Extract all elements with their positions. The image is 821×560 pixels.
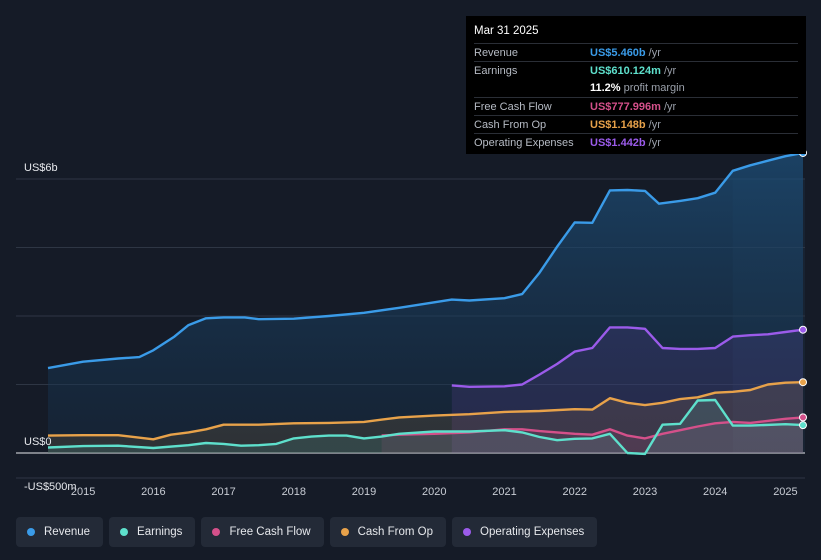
legend-label: Revenue (44, 526, 91, 538)
legend-item-cash-from-op[interactable]: Cash From Op (329, 517, 447, 547)
series-end-markers (799, 148, 807, 430)
tooltip-row: Earnings US$610.124m/yr (474, 61, 798, 79)
x-tick-label: 2022 (563, 486, 587, 498)
legend-label: Free Cash Flow (229, 526, 311, 538)
x-tick-label: 2021 (492, 486, 516, 498)
tooltip-row-unit: /yr (648, 137, 661, 150)
legend-dot-icon (27, 528, 35, 536)
free-cash-flow-end-marker (799, 413, 807, 422)
legend-item-operating-expenses[interactable]: Operating Expenses (452, 517, 598, 547)
legend-dot-icon (340, 528, 349, 536)
tooltip-row-value: US$5.460b (590, 46, 646, 59)
tooltip-rows: Revenue US$5.460b/yr Earnings US$610.124m/y… (474, 43, 798, 152)
tooltip-row-value: US$777.996m (590, 100, 661, 113)
x-axis-labels: 2015 2016 2017 2018 2019 2020 2021 2022 2023 2024… (71, 486, 798, 498)
x-tick-label: 2018 (282, 486, 306, 498)
legend-dot-icon (120, 528, 129, 536)
revenue-line (47, 151, 804, 370)
x-tick-label: 2025 (773, 486, 797, 498)
tooltip-row-label: Earnings (474, 64, 518, 77)
legend: Revenue Earnings Free Cash Flow Cash From O… (16, 517, 598, 547)
tooltip-row-unit: /yr (648, 46, 661, 59)
legend-label: Earnings (137, 526, 183, 538)
tooltip-row-value: 11.2% (590, 82, 621, 95)
legend-label: Operating Expenses (480, 526, 585, 538)
legend-label: Cash From Op (357, 526, 434, 538)
x-tick-label: 2019 (352, 486, 376, 498)
legend-item-revenue[interactable]: Revenue (16, 517, 104, 547)
tooltip-row-value: US$1.148b (590, 118, 646, 131)
cash-from-op-line (47, 381, 804, 441)
x-tick-label: 2017 (211, 486, 235, 498)
tooltip-row: Free Cash Flow US$777.996m/yr (474, 96, 798, 115)
y-tick-label: US$6b (24, 162, 58, 174)
tooltip-row-unit: /yr (663, 64, 677, 77)
x-tick-label: 2023 (633, 486, 657, 498)
operating-expenses-area (451, 327, 803, 453)
tooltip-date: Mar 31 2025 (474, 25, 539, 37)
tooltip-row: Cash From Op US$1.148b/yr (474, 115, 798, 133)
legend-dot-icon (212, 528, 221, 536)
x-tick-label: 2024 (703, 486, 727, 498)
tooltip-row-unit: profit margin (623, 82, 685, 95)
y-tick-label: -US$500m (24, 481, 77, 493)
earnings-end-marker (799, 421, 807, 430)
tooltip-row-unit: /yr (648, 118, 661, 131)
tooltip-row-value: US$1.442b (590, 137, 646, 150)
operating-expenses-end-marker (799, 325, 807, 334)
x-tick-label: 2015 (71, 486, 95, 498)
tooltip-panel: Mar 31 2025 Revenue US$5.460b/yr Earnings U… (466, 16, 806, 154)
tooltip-row: 11.2% profit margin (474, 80, 798, 97)
tooltip-row: Revenue US$5.460b/yr (474, 43, 798, 61)
earnings-area (48, 400, 803, 454)
tooltip-row-label: Operating Expenses (474, 137, 574, 150)
operating-expenses-line (451, 326, 804, 388)
tooltip-row-label: Free Cash Flow (474, 100, 552, 113)
x-tick-label: 2020 (422, 486, 446, 498)
x-tick-label: 2016 (141, 486, 165, 498)
tooltip-row-label: Revenue (474, 46, 519, 59)
tooltip-row-label: Cash From Op (474, 118, 547, 131)
tooltip-row-unit: /yr (663, 100, 677, 113)
cash-from-op-end-marker (799, 378, 807, 387)
series-lines (47, 151, 804, 456)
revenue-area (48, 153, 803, 453)
legend-dot-icon (463, 528, 472, 536)
earnings-line (47, 398, 804, 456)
legend-item-earnings[interactable]: Earnings (109, 517, 196, 547)
tooltip-row-value: US$610.124m (590, 64, 661, 77)
legend-item-free-cash-flow[interactable]: Free Cash Flow (201, 517, 324, 547)
y-axis-labels: US$6b US$0 -US$500m (24, 162, 77, 493)
y-tick-label: US$0 (24, 436, 52, 448)
tooltip-row: Operating Expenses US$1.442b/yr (474, 133, 798, 151)
